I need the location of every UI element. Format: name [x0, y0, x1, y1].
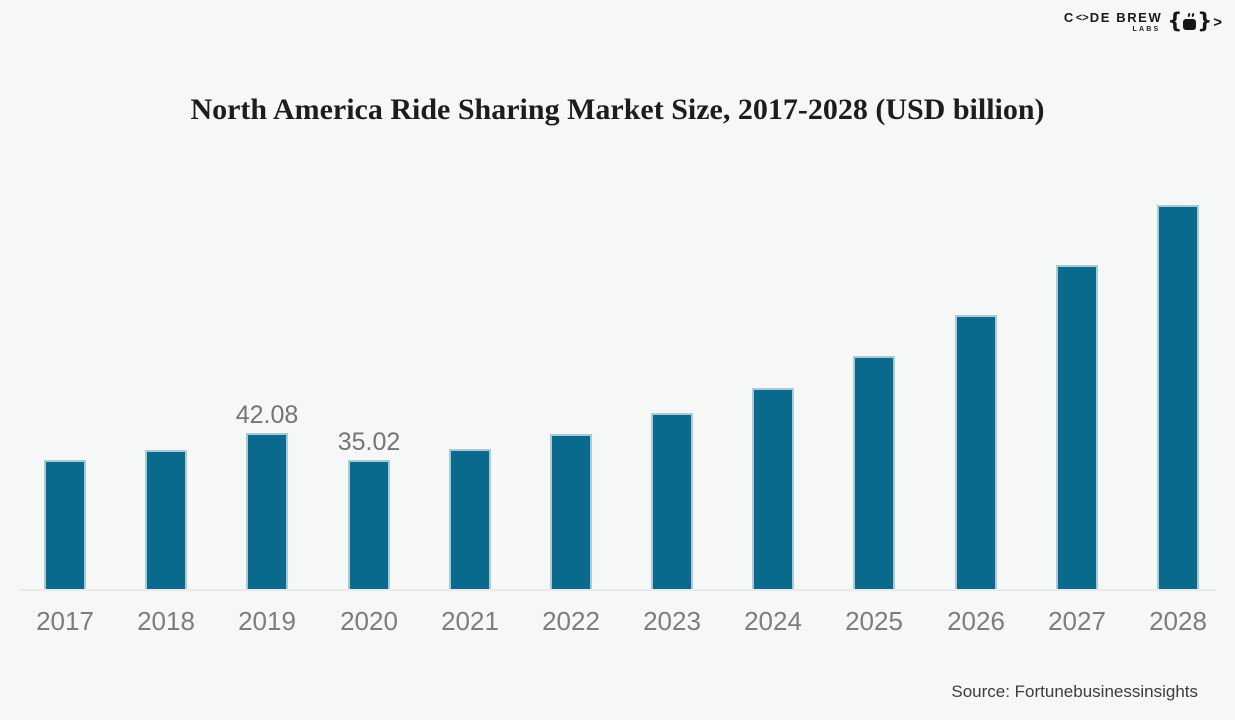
- bar-value-label-2019: 42.08: [235, 401, 299, 429]
- bar-2020: [348, 460, 390, 590]
- coffee-cup-icon: [1183, 12, 1197, 30]
- right-brace-icon: }: [1197, 9, 1213, 33]
- logo-wordmark: C<>DE BREW LABS: [1064, 10, 1162, 33]
- x-axis-tick-labels: 2017 2018 2019 2020 2021 2022 2023 2024 2025 2026…: [36, 606, 1207, 639]
- bar-2022: [550, 434, 592, 590]
- x-tick-2018: 2018: [137, 606, 195, 636]
- logo-title: C<>DE BREW: [1064, 10, 1162, 25]
- x-tick-2028: 2028: [1149, 606, 1207, 636]
- bar-2027: [1056, 265, 1098, 590]
- bar-2024: [752, 388, 794, 590]
- bar-2019: [246, 433, 288, 590]
- code-brew-cup-icon: { } >: [1167, 8, 1222, 34]
- x-tick-2020: 2020: [340, 606, 398, 636]
- logo-o-mark: <>: [1075, 12, 1089, 24]
- x-tick-2024: 2024: [744, 606, 802, 636]
- bar-2021: [449, 449, 491, 590]
- x-tick-2023: 2023: [643, 606, 701, 636]
- steam-mark-icon: [1187, 12, 1191, 18]
- bar-value-label-2020: 35.02: [337, 428, 401, 456]
- steam-mark-icon: [1191, 12, 1195, 18]
- chart-title: North America Ride Sharing Market Size, …: [190, 93, 1045, 126]
- left-brace-icon: {: [1167, 9, 1183, 33]
- x-tick-2021: 2021: [441, 606, 499, 636]
- x-tick-2026: 2026: [947, 606, 1005, 636]
- bar-2017: [44, 460, 86, 590]
- x-tick-2019: 2019: [238, 606, 296, 636]
- chevron-right-icon: >: [1213, 13, 1222, 31]
- logo-letter-c: C: [1063, 10, 1075, 25]
- bar-2028: [1157, 205, 1199, 590]
- x-tick-2027: 2027: [1048, 606, 1106, 636]
- x-tick-2025: 2025: [845, 606, 903, 636]
- bar-2023: [651, 413, 693, 590]
- bar-2018: [145, 450, 187, 590]
- x-tick-2017: 2017: [36, 606, 94, 636]
- logo-rest: DE BREW: [1089, 10, 1163, 25]
- bar-2025: [853, 356, 895, 590]
- source-attribution: Source: Fortunebusinessinsights: [951, 682, 1198, 701]
- code-brew-labs-logo: C<>DE BREW LABS { } >: [1064, 8, 1222, 34]
- bar-2026: [955, 315, 997, 590]
- x-axis-line: [20, 589, 1216, 591]
- plot-area: 42.08 35.02: [44, 170, 1199, 590]
- logo-labs-text: LABS: [1132, 26, 1161, 33]
- x-tick-2022: 2022: [542, 606, 600, 636]
